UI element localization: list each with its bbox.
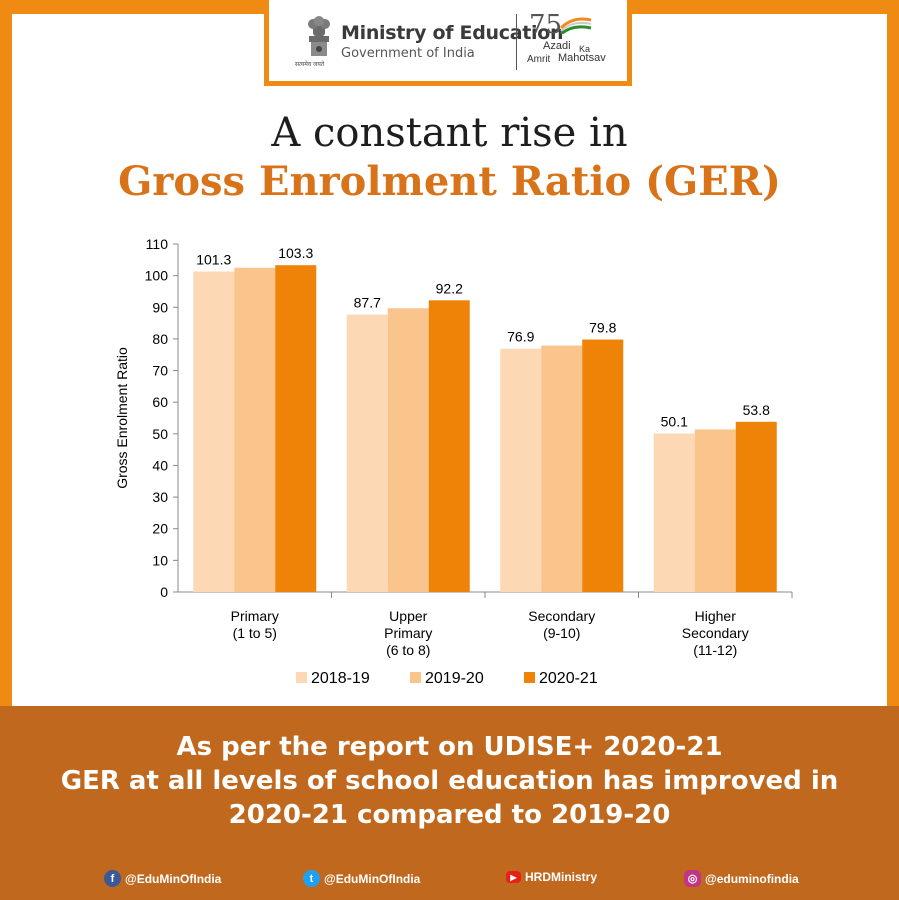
x-category-label: (9-10) — [543, 625, 580, 641]
header-logo-box: सत्यमेव जयते Ministry of Education Gover… — [264, 0, 632, 86]
legend-swatch-2018-19 — [296, 672, 307, 683]
y-tick-label: 0 — [160, 584, 168, 600]
logo-divider — [516, 14, 517, 70]
y-tick-label: 50 — [152, 426, 168, 442]
y-tick-label: 60 — [152, 394, 168, 410]
social-youtube[interactable]: ▶ HRDMinistry — [506, 870, 597, 884]
youtube-handle: HRDMinistry — [525, 870, 598, 884]
data-label: 103.3 — [278, 245, 313, 261]
data-label: 50.1 — [661, 414, 688, 430]
legend-swatch-2019-20 — [410, 672, 421, 683]
y-tick-label: 70 — [152, 363, 168, 379]
data-label: 53.8 — [743, 402, 770, 418]
twitter-handle: @EduMinOfIndia — [324, 871, 421, 886]
x-category-label: Secondary — [528, 608, 595, 624]
bar-2019-20-2 — [541, 345, 583, 592]
legend-label: 2019-20 — [425, 670, 484, 687]
bar-2018-19-3 — [653, 433, 695, 592]
x-category-label: (11-12) — [693, 642, 737, 658]
x-category-label: Upper — [389, 608, 427, 624]
bar-2019-20-3 — [694, 429, 736, 592]
y-tick-label: 20 — [152, 521, 168, 537]
y-tick-label: 90 — [152, 299, 168, 315]
x-category-label: Higher — [695, 608, 737, 624]
chart-title-line1: A constant rise in — [271, 110, 628, 156]
note-line3: 2020-21 compared to 2019-20 — [228, 800, 671, 830]
social-twitter[interactable]: t @EduMinOfIndia — [303, 870, 420, 887]
azadi-line2: Amrit — [527, 54, 551, 65]
y-tick-label: 100 — [145, 268, 169, 284]
bar-2018-19-0 — [193, 271, 235, 592]
ministry-title: Ministry of Education — [341, 22, 564, 44]
data-label: 76.9 — [507, 329, 534, 345]
bottom-info-band — [0, 706, 899, 900]
bar-2020-21-1 — [428, 300, 470, 592]
y-tick-label: 10 — [152, 552, 168, 568]
flag-swoosh-icon — [559, 17, 592, 34]
bar-2019-20-1 — [387, 308, 429, 592]
azadi-ka: Ka — [579, 44, 591, 54]
twitter-icon: t — [303, 870, 320, 887]
bar-2020-21-0 — [275, 265, 317, 592]
frame-right-border — [887, 0, 899, 706]
azadi-number: 75 — [529, 10, 563, 40]
y-tick-label: 80 — [152, 331, 168, 347]
ministry-subtitle: Government of India — [341, 46, 475, 61]
bar-2018-19-1 — [346, 314, 388, 592]
data-label: 92.2 — [436, 280, 463, 296]
y-tick-label: 110 — [146, 236, 169, 252]
data-label: 101.3 — [196, 252, 231, 268]
youtube-icon: ▶ — [506, 871, 521, 883]
data-label: 87.7 — [354, 295, 381, 311]
emblem-caption: सत्यमेव जयते — [295, 62, 325, 68]
national-emblem-icon — [308, 16, 330, 56]
y-tick-label: 40 — [152, 457, 168, 473]
azadi-line3: Mahotsav — [558, 52, 606, 64]
azadi-line1: Azadi — [543, 40, 571, 52]
facebook-handle: @EduMinOfIndia — [125, 871, 222, 886]
social-instagram[interactable]: ◎ @eduminofindia — [684, 870, 799, 887]
x-category-label: (1 to 5) — [233, 625, 277, 641]
bar-2018-19-2 — [500, 348, 542, 592]
frame-left-border — [0, 0, 12, 706]
chart-title-line2: Gross Enrolment Ratio (GER) — [118, 158, 781, 205]
instagram-icon: ◎ — [684, 870, 701, 887]
bar-2019-20-0 — [234, 267, 276, 592]
bar-2020-21-2 — [582, 339, 624, 592]
x-category-label: Secondary — [682, 625, 749, 641]
facebook-icon: f — [104, 870, 121, 887]
instagram-handle: @eduminofindia — [705, 871, 799, 886]
x-category-label: (6 to 8) — [386, 642, 430, 658]
x-category-label: Primary — [231, 608, 279, 624]
ger-bar-chart: 0 10 20 30 40 50 60 70 80 90 100 110 Gross Enrolment… — [114, 236, 793, 687]
note-line1: As per the report on UDISE+ 2020-21 — [176, 732, 723, 762]
azadi-ka-amrit-mahotsav-logo: 75 Azadi Ka Amrit Mahotsav — [525, 10, 625, 72]
y-axis-label: Gross Enrolment Ratio — [114, 347, 130, 489]
x-category-label: Primary — [384, 625, 432, 641]
legend-label: 2018-19 — [311, 670, 370, 687]
report-note: As per the report on UDISE+ 2020-21 GER … — [0, 730, 899, 832]
social-facebook[interactable]: f @EduMinOfIndia — [104, 870, 221, 887]
y-tick-label: 30 — [152, 489, 168, 505]
legend-label: 2020-21 — [539, 670, 598, 687]
note-line2: GER at all levels of school education ha… — [60, 766, 839, 796]
bar-2020-21-3 — [735, 421, 777, 592]
legend-swatch-2020-21 — [524, 672, 535, 683]
data-label: 79.8 — [589, 320, 616, 336]
